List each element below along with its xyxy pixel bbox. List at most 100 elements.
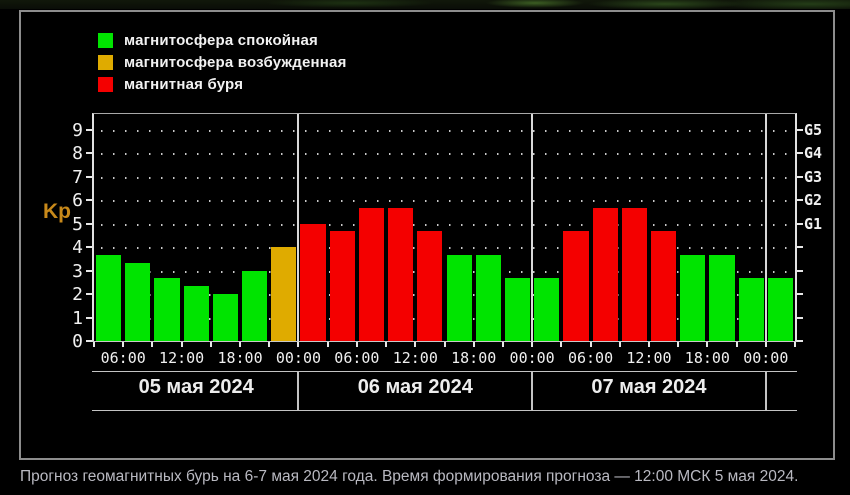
y-axis-tick (86, 293, 92, 295)
x-axis-tick (677, 342, 680, 347)
forecast-panel: магнитосфера спокойная магнитосфера возб… (19, 10, 835, 460)
legend-item-unsettled: магнитосфера возбужденная (98, 54, 347, 71)
right-axis-tick (797, 293, 803, 295)
x-axis-tick (180, 342, 183, 347)
x-axis-tick (151, 342, 154, 347)
x-axis-tick (647, 342, 650, 347)
g-scale-label: G5 (804, 120, 823, 139)
y-axis-label: 0 (72, 331, 83, 352)
x-axis-label: 12:00 (392, 349, 438, 367)
date-band-divider (764, 372, 767, 410)
kp-bar (125, 262, 151, 341)
legend: магнитосфера спокойная магнитосфера возб… (98, 32, 347, 99)
g-scale-label: G2 (804, 191, 823, 209)
day-divider (297, 114, 300, 341)
day-divider (764, 114, 767, 341)
x-axis-tick (355, 342, 358, 347)
y-axis-tick (86, 175, 92, 178)
right-axis-tick (797, 175, 803, 178)
kp-bar (417, 231, 443, 341)
kp-axis-label: Kp (43, 200, 71, 223)
kp-bar (592, 207, 618, 341)
date-band-divider (531, 372, 534, 410)
x-axis-label: 18:00 (684, 349, 730, 367)
kp-bar (475, 254, 501, 341)
day-divider (531, 114, 534, 341)
x-axis-tick (93, 342, 95, 347)
x-axis-tick (239, 342, 242, 347)
x-axis-label: 00:00 (509, 349, 555, 367)
x-axis-tick (472, 342, 475, 347)
x-axis-label: 00:00 (743, 349, 789, 367)
x-axis-label: 06:00 (334, 349, 380, 367)
x-axis-tick (618, 342, 621, 347)
kp-bar (388, 207, 414, 341)
kp-bar (767, 278, 793, 341)
legend-swatch-quiet (98, 33, 113, 48)
kp-bar (650, 231, 677, 341)
y-axis-tick (86, 246, 92, 248)
y-axis-label: 6 (72, 190, 83, 211)
kp-gridline (101, 200, 792, 202)
kp-gridline (101, 223, 792, 226)
right-axis-tick (797, 340, 803, 342)
kp-bar (621, 207, 647, 341)
right-axis-tick (797, 269, 803, 272)
y-axis-label: 2 (72, 284, 83, 305)
x-axis-tick (589, 342, 592, 347)
legend-label-quiet: магнитосфера спокойная (124, 32, 318, 49)
y-axis-tick (86, 128, 92, 131)
day-label: 05 мая 2024 (138, 376, 254, 398)
x-axis-tick (209, 342, 212, 347)
x-axis-tick (414, 342, 417, 347)
x-axis-label: 12:00 (159, 349, 205, 367)
kp-bar (680, 254, 706, 341)
x-axis-tick (706, 342, 709, 347)
kp-gridline (101, 176, 792, 179)
x-axis-tick (501, 342, 504, 347)
x-axis-tick (268, 342, 271, 347)
y-axis-label: 8 (72, 143, 83, 164)
kp-gridline (101, 153, 792, 155)
kp-bar (738, 278, 764, 341)
x-axis-label: 06:00 (567, 349, 614, 367)
kp-bar (96, 254, 122, 341)
kp-bar (242, 270, 268, 341)
y-axis-label: 3 (72, 260, 83, 282)
kp-bar (563, 231, 589, 341)
legend-label-unsettled: магнитосфера возбужденная (124, 54, 347, 71)
kp-bar (709, 254, 735, 341)
y-axis-tick (86, 269, 92, 272)
y-axis-label: 4 (72, 237, 83, 258)
right-axis-tick (797, 152, 803, 154)
day-label: 07 мая 2024 (591, 376, 707, 398)
date-band-top-line (92, 371, 797, 372)
x-axis-label: 18:00 (217, 349, 263, 367)
x-axis-label: 12:00 (626, 349, 672, 367)
y-axis-tick (86, 340, 92, 342)
right-axis-tick (797, 199, 803, 201)
date-band-bottom-line (92, 410, 797, 411)
y-axis-label: 9 (72, 119, 83, 141)
x-axis-tick (560, 342, 563, 347)
x-axis-tick (297, 342, 300, 347)
x-axis-label: 00:00 (275, 349, 322, 367)
x-axis-tick (443, 342, 446, 347)
date-band-divider (297, 372, 300, 410)
legend-item-storm: магнитная буря (98, 76, 347, 93)
kp-bar (154, 278, 180, 341)
kp-gridline (101, 247, 792, 249)
background-texture (0, 0, 850, 9)
kp-bar (504, 278, 531, 341)
g-scale-label: G1 (804, 214, 823, 233)
kp-gridline (101, 129, 792, 132)
kp-bar (183, 286, 209, 341)
right-axis-tick (797, 316, 803, 319)
day-label: 06 мая 2024 (357, 376, 473, 398)
g-scale-label: G4 (804, 144, 823, 162)
x-axis-tick (326, 342, 329, 347)
x-axis-label: 18:00 (451, 349, 497, 367)
legend-swatch-storm (98, 77, 113, 92)
kp-bar (329, 231, 355, 341)
legend-swatch-unsettled (98, 55, 113, 70)
